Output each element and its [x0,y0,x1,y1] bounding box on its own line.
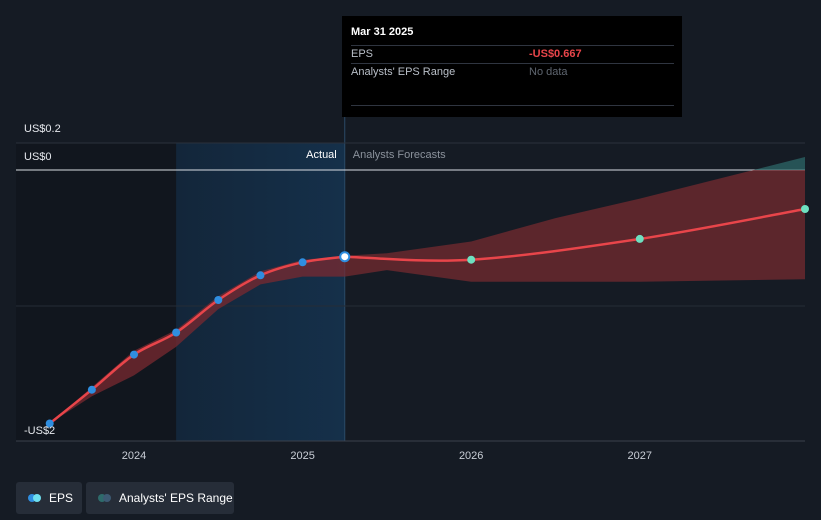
y-tick-label: US$0 [24,151,52,163]
eps-point-forecast[interactable] [801,205,809,213]
legend-range-label: Analysts' EPS Range [119,491,233,505]
eps-point-actual[interactable] [214,296,223,304]
tooltip-date: Mar 31 2025 [351,26,414,38]
y-tick-label: US$0.2 [24,123,61,135]
eps-point-forecast[interactable] [635,234,644,243]
tooltip-range-row: Analysts' EPS Range No data [351,63,674,81]
x-tick-label: 2026 [459,450,483,462]
eps-point-actual[interactable] [298,258,307,267]
eps-point-forecast[interactable] [467,255,476,264]
highlight-panel [176,143,345,441]
range-band-actual [49,255,345,424]
tooltip: Mar 31 2025 EPS -US$0.667 Analysts' EPS … [342,16,682,117]
eps-point-highlighted[interactable] [339,251,351,263]
range-dot-icon [98,494,111,502]
past-area-shade [16,143,177,441]
eps-point-actual[interactable] [87,385,96,394]
tooltip-divider [351,105,674,106]
legend-range-button[interactable]: Analysts' EPS Range [86,482,234,514]
tooltip-range-label: Analysts' EPS Range [351,66,456,78]
x-tick-label: 2025 [290,450,314,462]
y-tick-label: -US$2 [24,425,55,437]
eps-dot-icon [28,494,41,502]
tooltip-eps-value: -US$0.667 [529,48,582,60]
section-label-actual: Actual [306,149,337,161]
tooltip-eps-label: EPS [351,48,374,60]
eps-point-actual[interactable] [130,350,139,359]
tooltip-range-value: No data [529,66,568,78]
tooltip-eps-row: EPS -US$0.667 [351,45,674,63]
legend-eps-label: EPS [49,491,74,505]
eps-line-forecast [343,207,807,262]
legend-eps-button[interactable]: EPS [16,482,82,514]
x-tick-label: 2027 [628,450,652,462]
eps-point-actual[interactable] [172,328,181,337]
x-tick-label: 2024 [122,450,146,462]
eps-point-actual[interactable] [256,271,265,280]
range-band-forecast [344,157,805,282]
section-label-forecast: Analysts Forecasts [353,149,446,161]
eps-point-actual[interactable] [45,419,54,428]
